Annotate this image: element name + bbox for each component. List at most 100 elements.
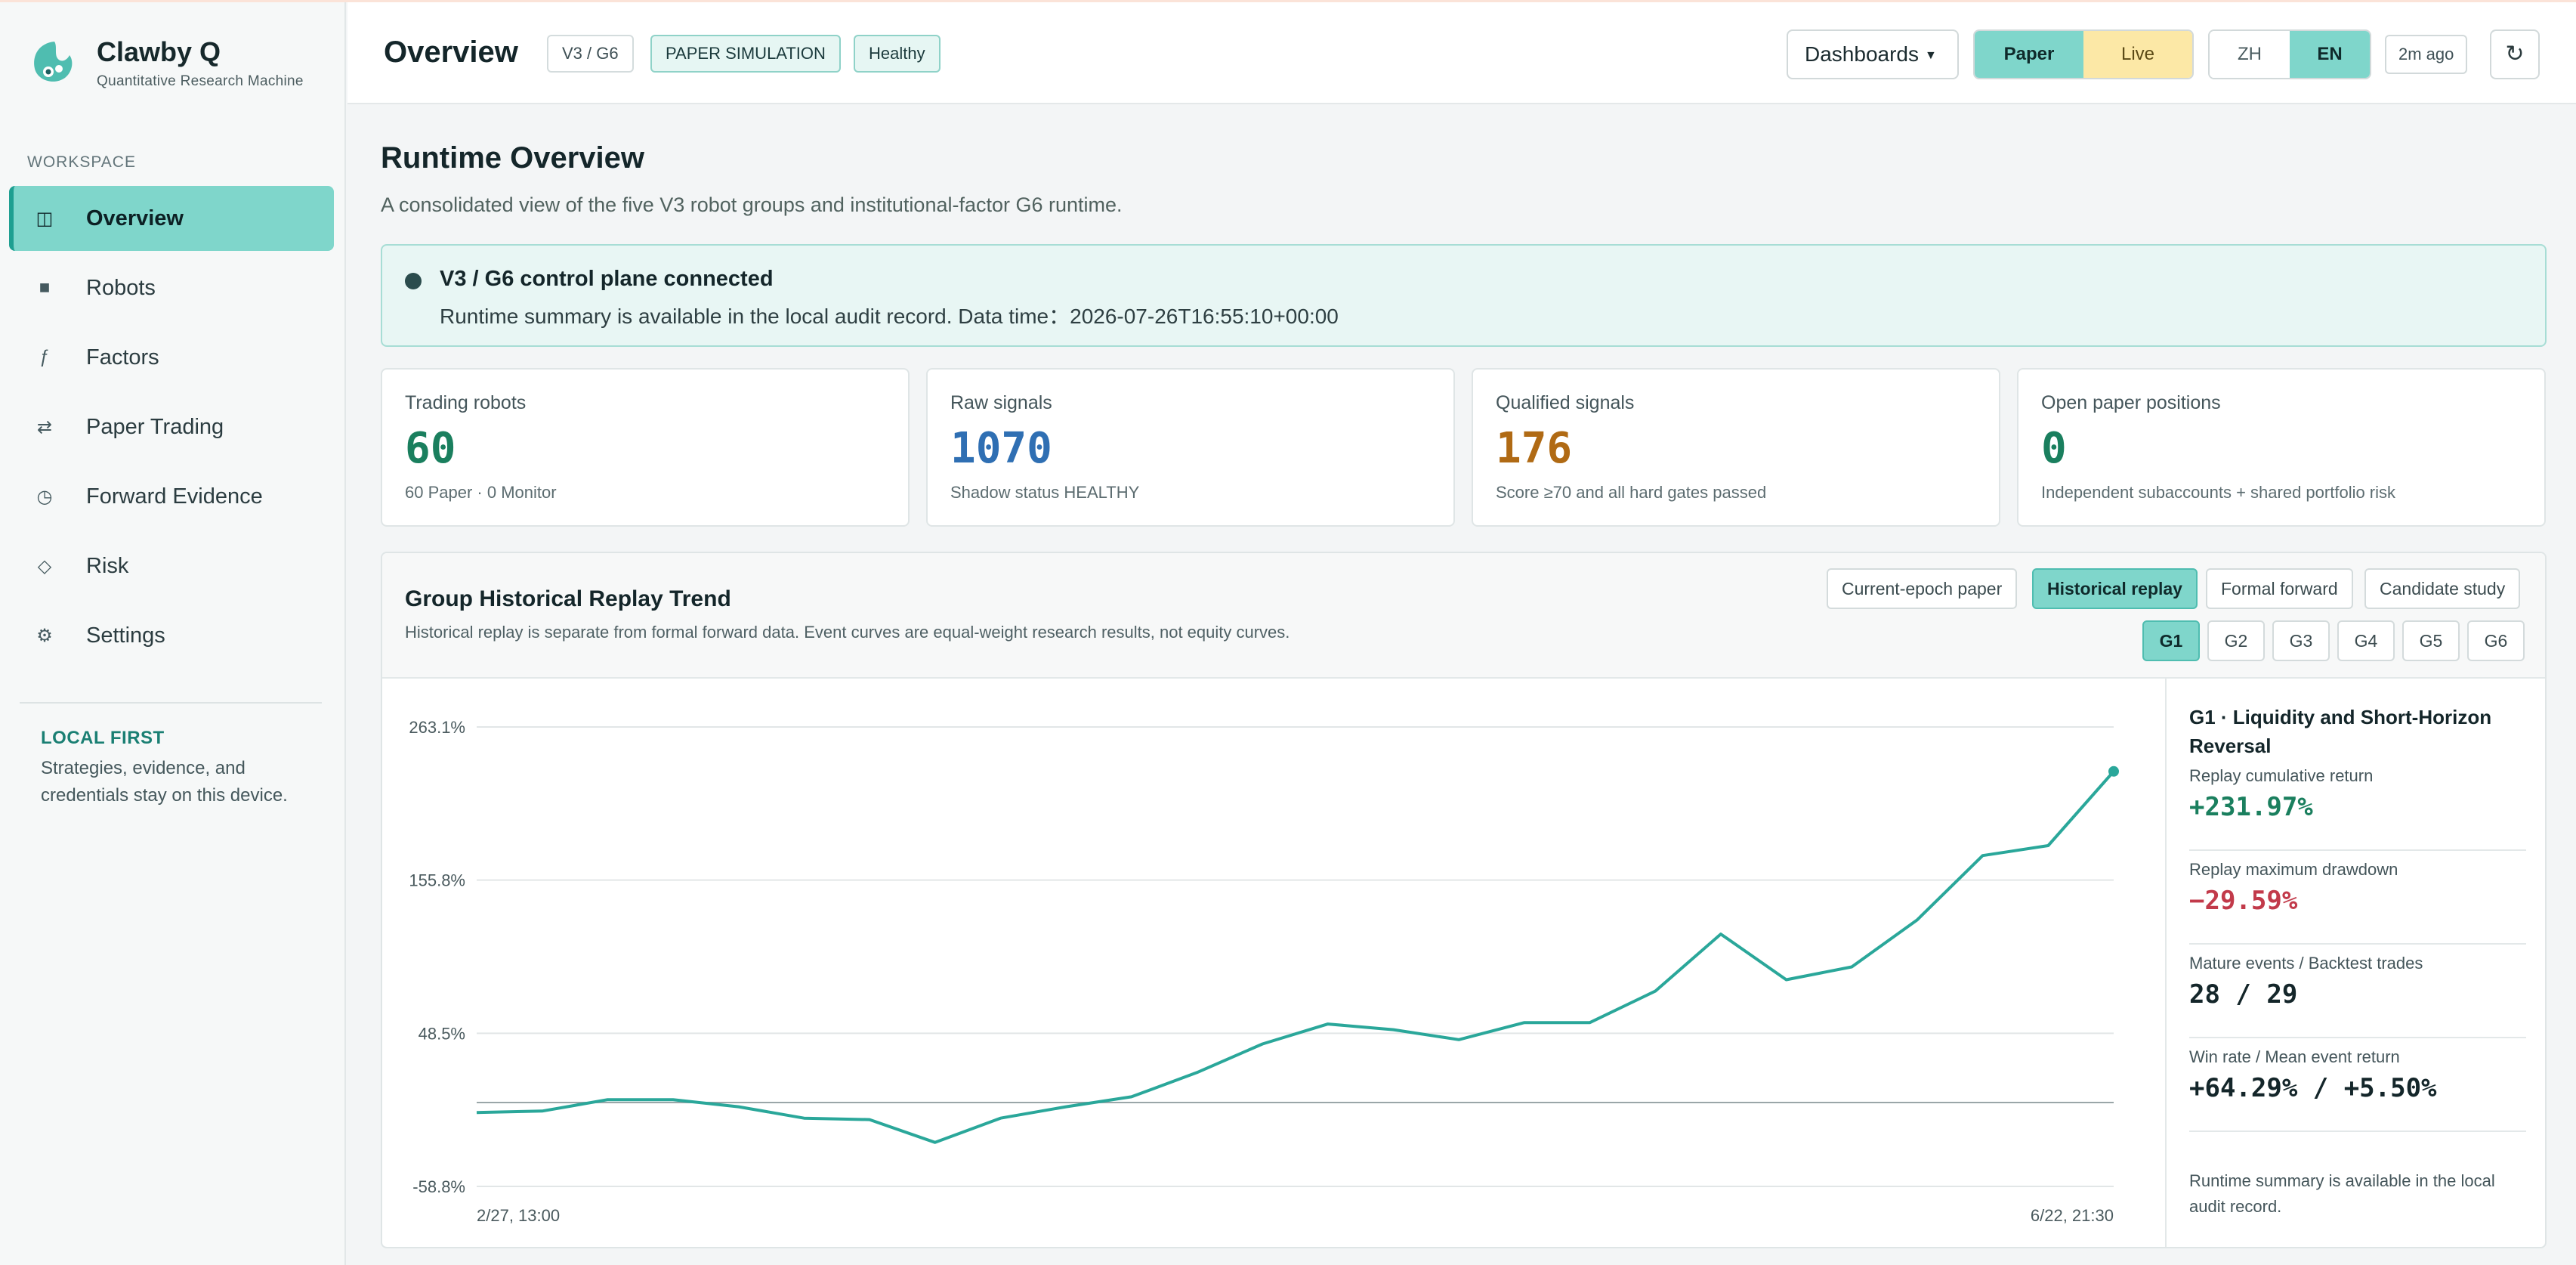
language-toggle: ZH EN <box>2208 29 2371 79</box>
clock-icon: ◷ <box>36 486 53 507</box>
group-tab-g2[interactable]: G2 <box>2207 620 2265 661</box>
panel-title: Group Historical Replay Trend <box>405 586 731 611</box>
caret-down-icon: ▼ <box>1924 48 1937 62</box>
workspace-section-label: WORKSPACE <box>27 153 136 171</box>
sidebar-item-settings[interactable]: ⚙ Settings <box>9 603 334 668</box>
y-tick-label: 48.5% <box>419 1024 465 1043</box>
page-title: Overview <box>384 36 518 69</box>
diamond-icon: ◇ <box>37 555 52 577</box>
sidebar: Clawby Q Quantitative Research Machine W… <box>0 2 346 1265</box>
kpi-label: Open paper positions <box>2041 392 2221 413</box>
group-stats-panel: G1 · Liquidity and Short-Horizon Reversa… <box>2165 679 2545 1247</box>
panel-subtitle: Historical replay is separate from forma… <box>405 623 1290 642</box>
kpi-value: 0 <box>2041 424 2067 473</box>
group-tab-g1[interactable]: G1 <box>2142 620 2200 661</box>
sidebar-item-label: Risk <box>86 553 129 578</box>
group-tab-g6[interactable]: G6 <box>2467 620 2525 661</box>
health-status-chip: Healthy <box>854 35 941 73</box>
last-updated-badge: 2m ago <box>2385 35 2468 74</box>
clawby-logo-icon <box>34 42 73 82</box>
kpi-value: 60 <box>405 424 456 473</box>
stat-item: Replay maximum drawdown −29.59% <box>2189 860 2526 916</box>
replay-chart-svg: 263.1% 155.8% 48.5% -58.8% 2/27, 13:00 6/22, … <box>409 718 2119 1225</box>
robot-icon: ■ <box>39 277 51 298</box>
runtime-overview-title: Runtime Overview <box>381 141 645 175</box>
sidebar-item-label: Factors <box>86 345 159 370</box>
stat-value: −29.59% <box>2189 886 2298 916</box>
kpi-card: Open paper positions 0 Independent subacco… <box>2017 368 2546 527</box>
mode-paper-button[interactable]: Paper <box>1975 31 2083 78</box>
stat-label: Replay cumulative return <box>2189 766 2374 785</box>
gear-icon: ⚙ <box>36 625 53 646</box>
top-accent-line <box>0 0 2576 2</box>
lang-zh-button[interactable]: ZH <box>2210 31 2290 78</box>
data-point <box>2108 765 2119 777</box>
series-line <box>476 770 2115 1144</box>
banner-text: Runtime summary is available in the loca… <box>440 305 1339 328</box>
sidebar-item-label: Settings <box>86 623 165 648</box>
kpi-label: Trading robots <box>405 392 527 413</box>
top-header: Overview V3 / G6 PAPER SIMULATION Health… <box>347 2 2576 104</box>
group-stats-title: G1 · Liquidity and Short-Horizon Reversa… <box>2189 706 2492 757</box>
stat-label: Replay maximum drawdown <box>2189 860 2398 879</box>
stat-item: Replay cumulative return +231.97% <box>2189 766 2526 822</box>
swap-icon: ⇄ <box>36 416 53 438</box>
mode-tab-candidate-study[interactable]: Candidate study <box>2364 568 2521 609</box>
stat-value: +231.97% <box>2189 792 2313 822</box>
local-first-title: LOCAL FIRST <box>41 728 165 748</box>
kpi-note: 60 Paper · 0 Monitor <box>405 483 557 502</box>
layout-icon: ◫ <box>36 208 54 229</box>
kpi-note: Shadow status HEALTHY <box>950 483 1140 502</box>
runtime-overview-subtitle: A consolidated view of the five V3 robot… <box>381 193 1123 216</box>
status-dot-icon <box>405 273 422 289</box>
group-tab-g3[interactable]: G3 <box>2272 620 2330 661</box>
sidebar-item-risk[interactable]: ◇ Risk <box>9 534 334 598</box>
sidebar-item-factors[interactable]: ƒ Factors <box>9 325 334 390</box>
stat-item: Win rate / Mean event return +64.29% / +5… <box>2189 1047 2526 1103</box>
sidebar-divider <box>20 702 322 704</box>
sidebar-nav: ◫ Overview ■ Robots ƒ Factors ⇄ Paper Trading ◷ F… <box>9 186 334 673</box>
kpi-card: Qualified signals 176 Score ≥70 and all ha… <box>1472 368 2000 527</box>
paper-simulation-chip: PAPER SIMULATION <box>650 35 841 73</box>
local-first-text: Strategies, evidence, and credentials st… <box>41 758 288 806</box>
mode-tab-historical-replay[interactable]: Historical replay <box>2032 568 2198 609</box>
stat-label: Win rate / Mean event return <box>2189 1047 2400 1066</box>
panel-header: Group Historical Replay Trend Historical… <box>382 553 2545 679</box>
kpi-value: 176 <box>1496 424 1573 473</box>
replay-trend-panel: Group Historical Replay Trend Historical… <box>381 552 2547 1248</box>
stat-divider <box>2189 1130 2526 1132</box>
x-tick-label: 2/27, 13:00 <box>477 1206 560 1225</box>
mode-toggle: Paper Live <box>1973 29 2194 79</box>
group-tab-g5[interactable]: G5 <box>2402 620 2460 661</box>
mode-live-button[interactable]: Live <box>2083 31 2192 78</box>
refresh-button[interactable]: ↻ <box>2490 29 2540 79</box>
connection-banner: V3 / G6 control plane connected Runtime … <box>381 244 2547 347</box>
sidebar-item-label: Paper Trading <box>86 414 224 439</box>
brand-subtitle: Quantitative Research Machine <box>97 73 304 89</box>
sidebar-item-label: Robots <box>86 275 156 300</box>
banner-title: V3 / G6 control plane connected <box>440 267 774 291</box>
lang-en-button[interactable]: EN <box>2290 31 2370 78</box>
group-stats-footer: Runtime summary is available in the loca… <box>2189 1171 2495 1216</box>
kpi-card: Trading robots 60 60 Paper · 0 Monitor <box>381 368 910 527</box>
x-tick-label: 6/22, 21:30 <box>2031 1206 2114 1225</box>
sidebar-item-paper-trading[interactable]: ⇄ Paper Trading <box>9 394 334 459</box>
kpi-label: Raw signals <box>950 392 1052 413</box>
mode-tab-current-epoch-paper[interactable]: Current-epoch paper <box>1827 568 2018 609</box>
sidebar-item-label: Forward Evidence <box>86 484 263 509</box>
kpi-note: Independent subaccounts + shared portfol… <box>2041 483 2396 502</box>
group-tab-g4[interactable]: G4 <box>2337 620 2395 661</box>
mode-tab-formal-forward[interactable]: Formal forward <box>2206 568 2353 609</box>
dashboards-dropdown[interactable]: Dashboards ▼ <box>1787 29 1959 79</box>
kpi-value: 1070 <box>950 424 1052 473</box>
sidebar-item-robots[interactable]: ■ Robots <box>9 255 334 320</box>
y-tick-label: 155.8% <box>409 871 465 890</box>
sidebar-item-forward-evidence[interactable]: ◷ Forward Evidence <box>9 464 334 529</box>
version-chip: V3 / G6 <box>547 35 634 73</box>
dashboards-label: Dashboards <box>1805 42 1919 66</box>
stat-divider <box>2189 1037 2526 1038</box>
brand-name: Clawby Q <box>97 36 221 67</box>
brand[interactable]: Clawby Q Quantitative Research Machine <box>29 36 304 90</box>
stat-label: Mature events / Backtest trades <box>2189 954 2423 973</box>
sidebar-item-overview[interactable]: ◫ Overview <box>9 186 334 251</box>
